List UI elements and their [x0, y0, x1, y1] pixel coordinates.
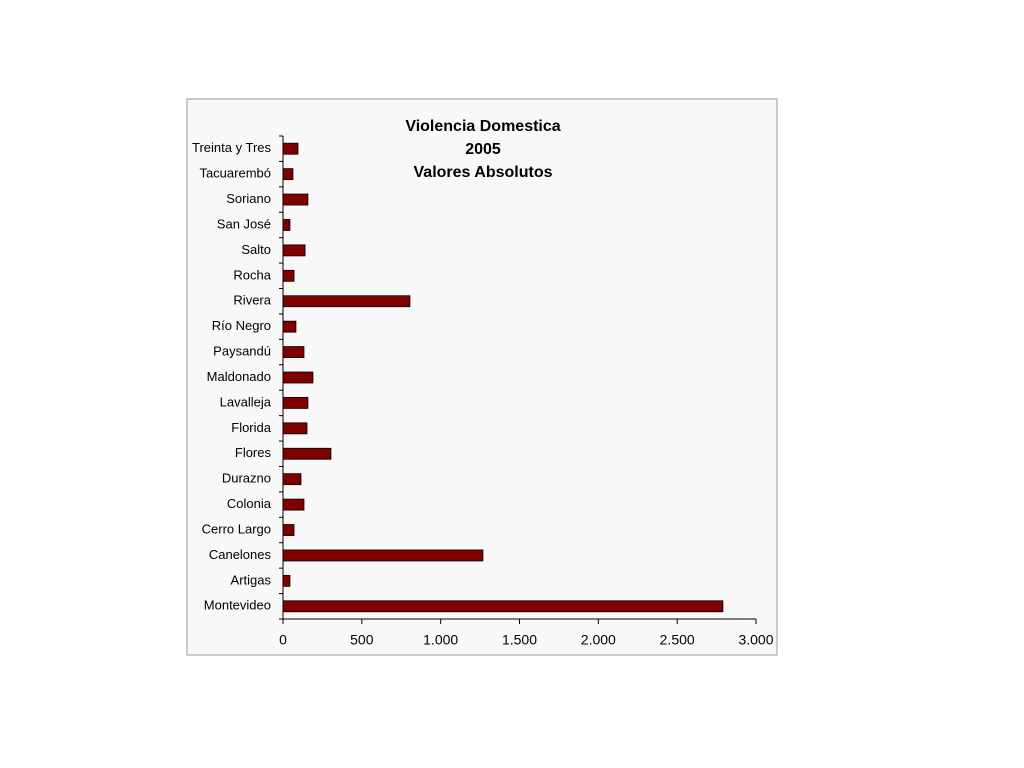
bar — [282, 473, 302, 486]
bar — [282, 168, 294, 181]
bar — [282, 498, 305, 511]
bar — [282, 574, 291, 587]
bar — [282, 549, 484, 562]
y-tick-label: Lavalleja — [220, 394, 272, 409]
bar — [282, 269, 295, 282]
x-tick-label: 2.000 — [581, 632, 616, 648]
y-tick-label: Durazno — [222, 471, 271, 486]
chart-title: Violencia Domestica — [405, 118, 560, 135]
y-tick-label: Artigas — [231, 572, 272, 587]
x-tick-label: 3.000 — [738, 632, 773, 648]
bar — [282, 320, 297, 333]
chart-title: 2005 — [465, 141, 501, 158]
y-tick-label: Soriano — [226, 191, 271, 206]
bar — [282, 295, 411, 308]
bar — [282, 193, 309, 206]
bar — [282, 600, 724, 613]
y-tick-label: Río Negro — [212, 318, 271, 333]
y-tick-label: Tacuarembó — [199, 166, 271, 181]
x-tick-label: 2.500 — [660, 632, 695, 648]
x-tick-label: 0 — [279, 632, 287, 648]
bar — [282, 447, 332, 460]
y-tick-label: Salto — [241, 242, 271, 257]
chart-area — [186, 98, 778, 656]
x-tick-label: 1.000 — [423, 632, 458, 648]
bar — [282, 142, 299, 155]
y-tick-label: Florida — [231, 420, 272, 435]
bar — [282, 371, 314, 384]
bar — [282, 219, 291, 231]
y-tick-label: Paysandú — [213, 344, 271, 359]
bar — [282, 524, 295, 536]
y-tick-label: Cerro Largo — [202, 521, 271, 536]
y-tick-label: Montevideo — [204, 598, 271, 613]
y-tick-label: Colonia — [227, 496, 272, 511]
y-tick-label: Treinta y Tres — [192, 140, 271, 155]
x-tick-label: 1.500 — [502, 632, 537, 648]
bar — [282, 397, 309, 409]
chart-title: Valores Absolutos — [414, 164, 553, 181]
y-tick-label: San José — [217, 216, 271, 231]
bar — [282, 422, 308, 435]
bar — [282, 244, 306, 257]
x-tick-label: 500 — [350, 632, 374, 648]
bar — [282, 346, 305, 358]
y-tick-label: Rocha — [233, 267, 271, 282]
y-tick-label: Flores — [235, 445, 272, 460]
y-tick-label: Canelones — [209, 547, 272, 562]
y-tick-label: Rivera — [233, 293, 271, 308]
y-tick-label: Maldonado — [207, 369, 271, 384]
